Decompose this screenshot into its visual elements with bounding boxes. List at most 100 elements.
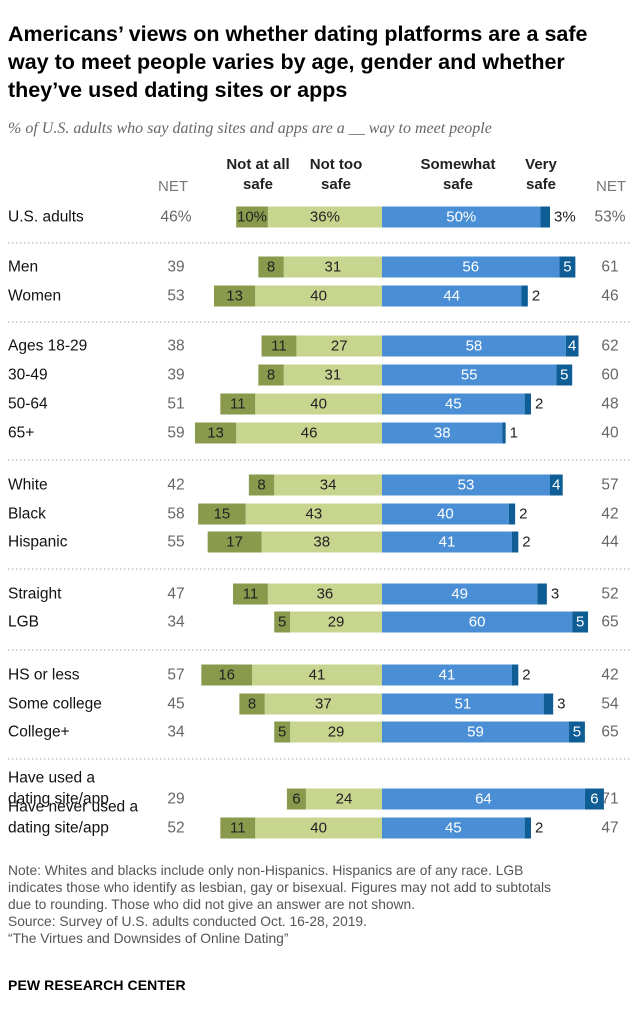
bar-very-safe (511, 531, 519, 553)
bar-very-safe (537, 583, 547, 605)
label-not-at-all-safe: 8 (267, 367, 275, 384)
label-somewhat-safe: 64 (475, 791, 492, 808)
label-not-too-safe: 36 (317, 586, 334, 603)
row-label: dating site/app (8, 791, 109, 808)
net-safe-value: 62 (601, 338, 618, 355)
row-label: dating site/app (8, 820, 109, 837)
net-unsafe-value: 59 (167, 425, 184, 442)
label-very-safe: 4 (552, 477, 560, 494)
bar-very-safe (572, 611, 589, 633)
label-somewhat-safe: 38 (434, 425, 451, 442)
label-not-too-safe: 37 (315, 696, 332, 713)
bar-not-too-safe (283, 364, 382, 386)
row-label: 65+ (8, 425, 34, 442)
net-unsafe-value: 34 (167, 724, 185, 741)
bar-somewhat-safe (382, 422, 503, 444)
note-line: Note: Whites and blacks include only non… (8, 863, 524, 878)
label-somewhat-safe: 49 (451, 586, 468, 603)
bar-not-at-all-safe (198, 503, 246, 525)
label-not-too-safe: 27 (331, 338, 348, 355)
label-somewhat-safe: 40 (437, 506, 454, 523)
label-very-safe: 2 (522, 667, 530, 684)
label-somewhat-safe: 44 (443, 288, 460, 305)
label-not-at-all-safe: 15 (214, 506, 231, 523)
bar-not-at-all-safe (233, 583, 268, 605)
label-not-too-safe: 41 (309, 667, 326, 684)
net-safe-value: 42 (601, 506, 618, 523)
label-not-at-all-safe: 10% (237, 209, 267, 226)
net-safe-value: 65 (601, 614, 618, 631)
bar-somewhat-safe (382, 474, 551, 496)
label-somewhat-safe: 45 (445, 820, 462, 837)
label-not-at-all-safe: 13 (226, 288, 243, 305)
label-very-safe: 4 (568, 338, 576, 355)
bar-not-too-safe (305, 788, 382, 810)
label-not-at-all-safe: 8 (267, 259, 275, 276)
label-not-too-safe: 38 (313, 534, 330, 551)
row-label: HS or less (8, 667, 80, 684)
bar-somewhat-safe (382, 611, 573, 633)
label-very-safe: 6 (590, 791, 598, 808)
bar-not-too-safe (290, 721, 382, 743)
label-not-at-all-safe: 16 (218, 667, 235, 684)
bar-not-too-safe (245, 503, 382, 525)
bar-not-at-all-safe (194, 422, 237, 444)
note-line: indicates those who identify as lesbian,… (8, 880, 551, 895)
row-label: 30-49 (8, 367, 48, 384)
net-unsafe-value: 51 (167, 396, 184, 413)
bar-somewhat-safe (382, 788, 585, 810)
label-not-too-safe: 24 (336, 791, 353, 808)
bar-not-too-safe (296, 335, 382, 357)
row-label: Straight (8, 586, 62, 603)
chart-notes: Note: Whites and blacks include only non… (8, 862, 633, 947)
bar-not-too-safe (255, 393, 382, 415)
bar-somewhat-safe (382, 664, 512, 686)
chart-title: Americans’ views on whether dating platf… (8, 22, 588, 102)
bar-not-at-all-safe (201, 664, 253, 686)
header-net-unsafe: NET (158, 178, 188, 195)
label-somewhat-safe: 50% (446, 209, 476, 226)
net-unsafe-value: 46% (160, 209, 191, 226)
net-unsafe-value: 42 (167, 477, 184, 494)
net-unsafe-value: 57 (167, 667, 184, 684)
bar-not-at-all-safe (286, 788, 306, 810)
row-label: Women (8, 288, 61, 305)
net-safe-value: 65 (601, 724, 618, 741)
net-unsafe-value: 38 (167, 338, 184, 355)
bar-very-safe (543, 693, 554, 715)
net-safe-value: 61 (601, 259, 618, 276)
label-not-at-all-safe: 11 (230, 820, 246, 837)
label-very-safe: 5 (560, 367, 568, 384)
header-not-at-all-safe: Not at all safe (226, 156, 290, 193)
label-not-too-safe: 36% (310, 209, 340, 226)
bar-very-safe (540, 206, 551, 228)
bar-very-safe (502, 422, 506, 444)
bar-not-at-all-safe (213, 285, 256, 307)
bar-not-at-all-safe (220, 817, 256, 839)
net-safe-value: 54 (601, 696, 619, 713)
label-somewhat-safe: 53 (458, 477, 475, 494)
bar-somewhat-safe (382, 285, 522, 307)
net-safe-value: 52 (601, 586, 618, 603)
label-very-safe: 5 (563, 259, 571, 276)
bar-very-safe (584, 788, 604, 810)
label-not-at-all-safe: 11 (243, 586, 259, 603)
net-unsafe-value: 52 (167, 820, 184, 837)
bar-not-too-safe (255, 285, 382, 307)
label-very-safe: 1 (510, 425, 518, 442)
row-label: Have used a (8, 770, 95, 787)
bar-not-too-safe (236, 422, 382, 444)
header-very-safe: Very safe (525, 156, 557, 193)
label-not-too-safe: 31 (325, 259, 342, 276)
row-label: Men (8, 259, 38, 276)
label-very-safe: 2 (532, 288, 540, 305)
source-organization: PEW RESEARCH CENTER (8, 977, 186, 993)
bar-not-too-safe (283, 256, 382, 278)
net-safe-value: 46 (601, 288, 618, 305)
bar-not-too-safe (274, 474, 382, 496)
net-unsafe-value: 45 (167, 696, 184, 713)
bar-very-safe (521, 285, 528, 307)
label-very-safe: 3 (557, 696, 565, 713)
bar-very-safe (524, 817, 531, 839)
label-somewhat-safe: 60 (469, 614, 486, 631)
